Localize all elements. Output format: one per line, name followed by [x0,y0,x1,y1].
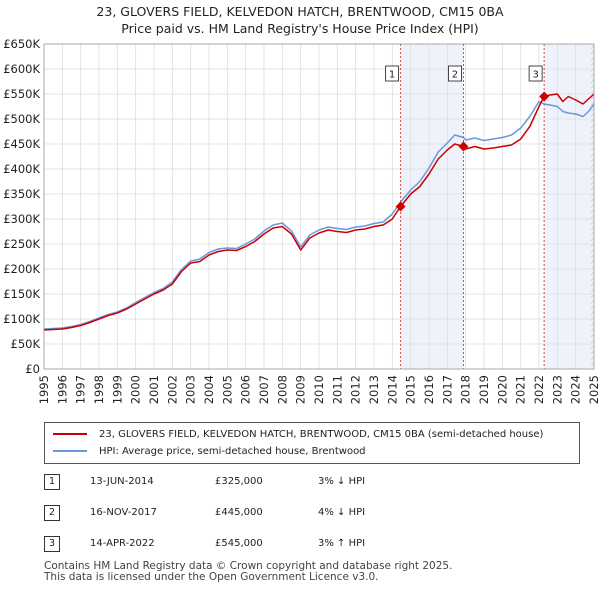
sale-label-text: 1 [389,70,395,81]
x-tick-label: 2001 [147,375,161,404]
price-paid-line [43,93,595,331]
y-tick-label: £450K [3,137,40,151]
future-hatched-region [590,44,594,369]
x-tick-label: 2008 [275,375,289,404]
x-tick-label: 1997 [74,375,88,404]
chart-title-address: 23, GLOVERS FIELD, KELVEDON HATCH, BRENT… [96,4,504,19]
x-tick-label: 2017 [440,375,454,404]
sale-date: 13-JUN-2014 [90,476,154,487]
y-tick-label: £400K [3,162,40,176]
y-tick-label: £550K [3,87,40,101]
x-tick-label: 2010 [312,375,326,404]
chart-legend: 23, GLOVERS FIELD, KELVEDON HATCH, BRENT… [44,422,580,464]
x-tick-label: 2004 [202,375,216,404]
sale-hpi-diff: 3% ↓ HPI [318,476,366,487]
x-tick-label: 2021 [514,375,528,404]
price-chart: 1 2 3 £0 £50K £100K £150K £200K £250K £300K £350K… [3,37,600,404]
sale-price: £545,000 [215,538,263,549]
sale-row-3: 3 14-APR-2022 £545,000 3% ↑ HPI [44,536,584,554]
sale-label-box [528,65,543,82]
legend-hpi-label: HPI: Average price, semi-detached house,… [99,446,366,457]
x-tick-label: 2011 [330,375,344,404]
y-tick-label: £0 [25,362,40,376]
x-tick-label: 1998 [92,375,106,404]
x-tick-label: 2002 [165,375,179,404]
sale-shaded-region [400,44,464,369]
x-tick-label: 2015 [404,375,418,404]
x-tick-label: 2019 [477,375,491,404]
sale-price: £445,000 [215,507,263,518]
sale-number-badge: 3 [44,536,60,552]
x-tick-label: 2023 [550,375,564,404]
x-tick-label: 2018 [459,375,473,404]
x-tick-label: 2012 [349,375,363,404]
sale-date: 16-NOV-2017 [90,507,157,518]
x-tick-label: 2000 [129,375,143,404]
y-tick-label: £500K [3,112,40,126]
legend-price-line [53,433,87,435]
x-tick-label: 2006 [239,375,253,404]
y-tick-label: £250K [3,237,40,251]
x-tick-label: 2025 [587,375,600,404]
y-tick-label: £300K [3,212,40,226]
y-tick-label: £150K [3,287,40,301]
sale-label-box [448,65,462,82]
sale-row-2: 2 16-NOV-2017 £445,000 4% ↓ HPI [44,505,584,523]
x-tick-label: 2005 [220,375,234,404]
legend-price-entry: 23, GLOVERS FIELD, KELVEDON HATCH, BRENT… [53,429,543,440]
sale-marker [539,91,550,102]
legend-hpi-line [53,450,87,452]
sale-price: £325,000 [215,476,263,487]
y-tick-label: £600K [3,62,40,76]
y-tick-label: £350K [3,187,40,201]
x-tick-label: 1996 [55,375,69,404]
sale-date: 14-APR-2022 [90,538,155,549]
legend-hpi-entry: HPI: Average price, semi-detached house,… [53,446,366,457]
sale-label-box [385,65,400,82]
legend-price-label: 23, GLOVERS FIELD, KELVEDON HATCH, BRENT… [99,429,544,440]
sale-marker [395,201,406,212]
sale-hpi-diff: 4% ↓ HPI [318,507,366,518]
y-tick-label: £50K [11,337,41,351]
sale-number-badge: 1 [44,474,60,490]
x-tick-label: 2024 [569,375,583,404]
footer-copyright: Contains HM Land Registry data © Crown c… [44,560,453,572]
x-tick-label: 2013 [367,375,381,404]
sale-marker [458,141,469,152]
hpi-line [43,100,595,330]
sale-row-1: 1 13-JUN-2014 £325,000 3% ↓ HPI [44,474,584,492]
y-tick-label: £100K [3,312,40,326]
x-tick-label: 1995 [37,375,51,404]
footer-attribution: Contains HM Land Registry data © Crown c… [44,561,452,583]
x-tick-label: 2014 [385,375,399,404]
x-tick-label: 2022 [532,375,546,404]
x-tick-label: 2003 [184,375,198,404]
y-tick-label: £200K [3,262,40,276]
sale-shaded-region [544,44,594,369]
y-tick-label: £650K [3,37,40,51]
x-tick-label: 2009 [294,375,308,404]
x-tick-label: 2007 [257,375,271,404]
x-tick-label: 2016 [422,375,436,404]
x-tick-label: 1999 [110,375,124,404]
chart-title-subtitle: Price paid vs. HM Land Registry's House … [121,21,479,36]
sale-number-badge: 2 [44,505,60,521]
x-tick-label: 2020 [495,375,509,404]
sale-label-text: 2 [452,70,458,81]
sale-label-text: 3 [532,70,538,81]
footer-licence: This data is licensed under the Open Gov… [44,571,379,583]
sale-hpi-diff: 3% ↑ HPI [318,538,366,549]
